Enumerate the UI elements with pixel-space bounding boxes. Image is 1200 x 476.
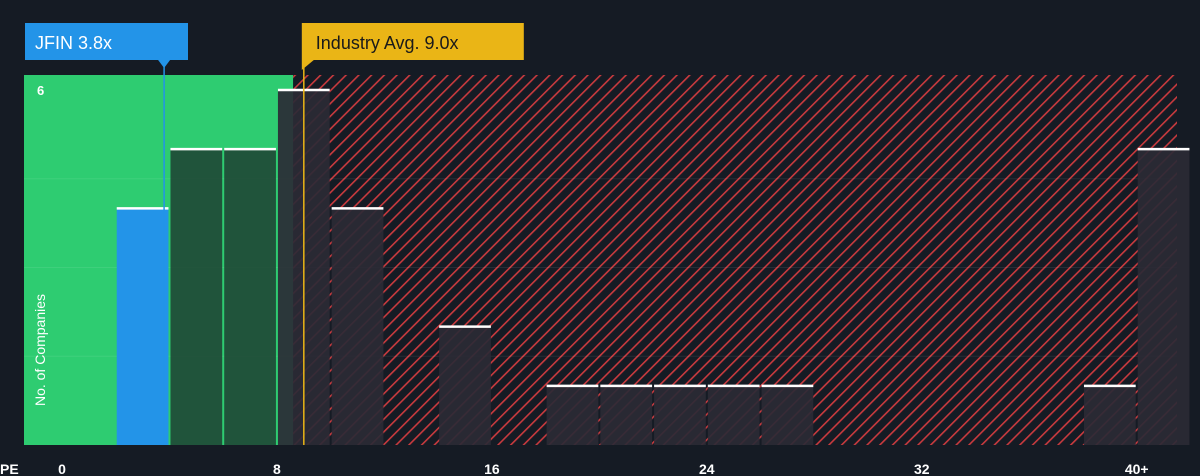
- bar-24: [707, 384, 760, 445]
- bar-14: [439, 325, 491, 445]
- industry-callout: Industry Avg. 9.0x: [301, 23, 524, 70]
- x-axis-ticks: 0 8 16 24 32 40+: [58, 461, 1148, 476]
- company-callout: JFIN 3.8x: [25, 23, 188, 68]
- x-tick-label-0: 0: [58, 461, 66, 476]
- bar-2: [116, 207, 169, 445]
- bar-body-2: [116, 208, 169, 445]
- bar-20: [600, 384, 653, 445]
- bar-body-6: [224, 149, 276, 445]
- y-tick-label-6: 6: [37, 83, 44, 98]
- industry-callout-label: Industry Avg. 9.0x: [316, 33, 459, 53]
- x-axis-title: PE: [0, 461, 19, 476]
- company-callout-pointer: [158, 60, 171, 68]
- company-callout-label: JFIN 3.8x: [35, 33, 112, 53]
- bar-body-22: [654, 385, 706, 445]
- x-tick-label-24: 24: [699, 461, 715, 476]
- bar-body-14: [439, 326, 491, 445]
- bar-4: [170, 147, 223, 445]
- value-markers: [163, 58, 305, 445]
- bar-38: [1083, 384, 1136, 445]
- x-tick-label-32: 32: [914, 461, 930, 476]
- x-tick-label-16: 16: [484, 461, 500, 476]
- bar-body-38: [1083, 385, 1136, 445]
- industry-callout-pointer: [301, 60, 314, 70]
- bar-body-20: [600, 385, 653, 445]
- bar-18: [546, 384, 599, 445]
- y-axis-ticks: 6: [37, 83, 44, 98]
- bar-10: [331, 207, 384, 445]
- bar-26: [761, 384, 814, 445]
- bar-body-10: [331, 208, 384, 445]
- bar-22: [654, 384, 706, 445]
- company-callout-box: [25, 23, 188, 60]
- bar-body-18: [546, 385, 599, 445]
- y-axis-title: No. of Companies: [32, 294, 48, 406]
- x-tick-label-8: 8: [273, 461, 281, 476]
- industry-callout-box: [301, 23, 524, 60]
- x-tick-label-40: 40+: [1125, 461, 1149, 476]
- bar-body-26: [761, 385, 814, 445]
- bar-6: [224, 147, 276, 445]
- bar-body-40: [1137, 149, 1190, 445]
- bar-body-24: [707, 385, 760, 445]
- bar-40: [1137, 147, 1190, 445]
- bar-body-4: [170, 149, 223, 445]
